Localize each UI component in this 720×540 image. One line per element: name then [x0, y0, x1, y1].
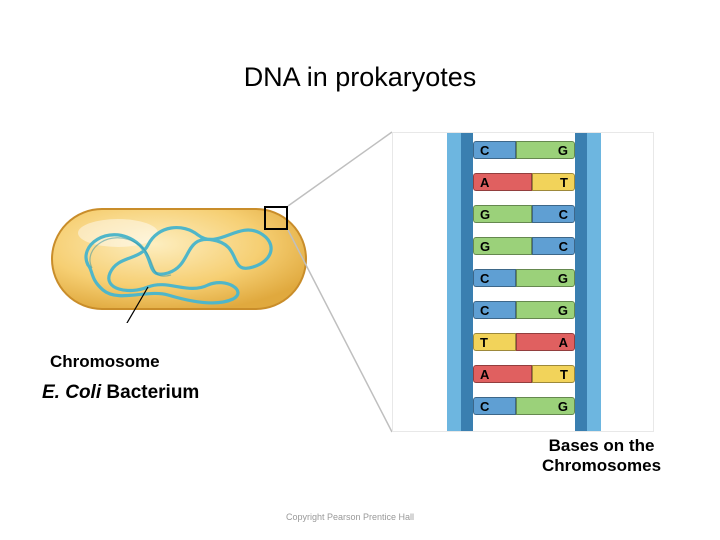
base-letter: T [560, 367, 568, 382]
label-bases: Bases on the Chromosomes [542, 436, 661, 477]
dna-panel: CGATGCGCCGCGTAATCG [392, 132, 654, 432]
base-pair: GC [473, 205, 575, 223]
base-letter: G [558, 271, 568, 286]
base-letter: C [480, 143, 489, 158]
base-letter: T [480, 335, 488, 350]
backbone-right [575, 133, 601, 431]
base-letter: G [558, 143, 568, 158]
base-letter: G [480, 207, 490, 222]
base-letter: C [480, 271, 489, 286]
base-letter: G [558, 303, 568, 318]
base-letter: A [559, 335, 568, 350]
copyright: Copyright Pearson Prentice Hall [286, 512, 414, 522]
base-pair: CG [473, 301, 575, 319]
backbone-right-inner [575, 133, 587, 431]
base-pair: AT [473, 173, 575, 191]
base-pair: CG [473, 141, 575, 159]
label-ecoli: E. Coli Bacterium [42, 382, 199, 404]
base-letter: C [480, 303, 489, 318]
label-ecoli-rest: Bacterium [101, 382, 199, 403]
base-letter: C [559, 207, 568, 222]
title-text: DNA in prokaryotes [244, 62, 477, 92]
base-pair: CG [473, 269, 575, 287]
base-letter: A [480, 175, 489, 190]
base-letter: C [480, 399, 489, 414]
base-pair: GC [473, 237, 575, 255]
base-letter: G [480, 239, 490, 254]
base-letter: G [558, 399, 568, 414]
zoom-box [264, 206, 288, 230]
backbone-right-outer [587, 133, 601, 431]
backbone-left-outer [447, 133, 461, 431]
base-pairs: CGATGCGCCGCGTAATCG [473, 133, 575, 431]
label-ecoli-italic: E. Coli [42, 382, 101, 403]
base-letter: C [559, 239, 568, 254]
backbone-left [447, 133, 473, 431]
page-title: DNA in prokaryotes [0, 62, 720, 93]
base-pair: CG [473, 397, 575, 415]
label-chromosome: Chromosome [50, 352, 160, 372]
base-pair: AT [473, 365, 575, 383]
base-letter: T [560, 175, 568, 190]
backbone-left-inner [461, 133, 473, 431]
base-pair: TA [473, 333, 575, 351]
base-letter: A [480, 367, 489, 382]
